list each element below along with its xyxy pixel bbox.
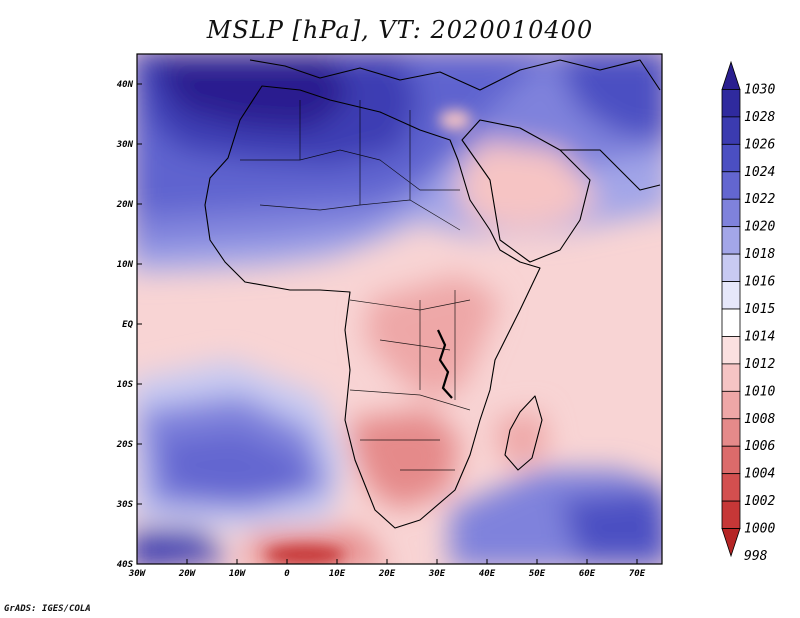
colorbar-swatch [721, 445, 741, 475]
colorbar-label: 1010 [744, 384, 775, 399]
border-3 [299, 100, 411, 205]
arabia-coastline [461, 119, 591, 263]
colorbar-label: 1008 [744, 412, 775, 427]
southwest-high [137, 530, 230, 564]
colorbar-bottom-arrow [721, 528, 741, 558]
colorbar-label: 1012 [744, 357, 775, 372]
y-tick-label: 30S [116, 500, 134, 510]
x-tick-label: 10W [229, 569, 247, 579]
indian-ocean-high-core [560, 490, 662, 560]
central-low [365, 275, 500, 400]
x-tick-label: 30E [428, 569, 446, 579]
madagascar-low [495, 410, 550, 470]
x-tick-label: 20W [178, 569, 197, 579]
y-tick-label: 10N [117, 260, 134, 270]
axes: 30W 20W 10W 0 10E 20E 30E 40E 50E 60E 70E 40N 30N 20N… [116, 80, 646, 579]
colorbar-label: 1014 [744, 329, 775, 344]
colorbar-swatch [721, 500, 741, 529]
map-title: MSLP [hPa], VT: 2020010400 [206, 16, 594, 44]
y-tick-label: 40S [117, 560, 134, 570]
colorbar-swatch [721, 89, 741, 118]
coastlines [204, 59, 661, 529]
colorbar-swatch [721, 116, 741, 145]
colorbar-label: 1020 [744, 220, 775, 235]
y-tick-label: 10S [117, 380, 134, 390]
x-tick-label: 0 [284, 569, 290, 579]
colorbar-label: 998 [744, 549, 768, 564]
y-tick-label: 20N [116, 200, 134, 210]
x-tick-label: 20E [378, 569, 396, 579]
y-tick-label: EQ [122, 320, 133, 330]
x-tick-label: 50E [529, 569, 546, 579]
colorbar-swatch [721, 281, 741, 310]
europe-coastline [249, 59, 661, 91]
colorbar-swatch [721, 418, 741, 447]
plot-frame [136, 53, 663, 565]
colorbar-swatch [721, 336, 741, 365]
border-6 [419, 290, 456, 400]
madagascar-coastline [504, 395, 543, 471]
southern-africa-low [350, 410, 460, 510]
colorbar-swatch [721, 226, 741, 255]
x-tick-label: 70E [629, 569, 646, 579]
colorbar-label: 1015 [744, 302, 775, 317]
colorbar-label: 1026 [744, 137, 775, 152]
colorbar-swatch [721, 473, 741, 502]
colorbar-label: 1018 [744, 247, 775, 262]
colorbar-swatch [721, 363, 741, 392]
colorbar-swatch [721, 308, 741, 337]
colorbar-swatch [721, 171, 741, 200]
x-tick-label: 10E [329, 569, 346, 579]
x-tick-label: 40E [479, 569, 496, 579]
colorbar-label: 1000 [744, 522, 775, 537]
colorbar-swatch [721, 390, 741, 420]
colorbar-swatch [721, 198, 741, 228]
border-5 [349, 389, 471, 471]
arabian-trough [455, 140, 600, 230]
colorbar-label: 1006 [744, 439, 775, 454]
country-borders [240, 100, 471, 471]
persian-gulf-coastline [560, 149, 661, 191]
colorbar-label: 1004 [744, 467, 775, 482]
colorbar-label: 1024 [744, 165, 775, 180]
deep-low-core [265, 545, 345, 564]
colorbar-top-arrow [721, 60, 741, 90]
y-tick-label: 30N [116, 140, 134, 150]
colorbar-label: 1028 [744, 110, 775, 125]
africa-coastline [204, 85, 541, 529]
x-tick-label: 60E [579, 569, 596, 579]
cyprus-low [439, 110, 471, 130]
south-atlantic-high-core [160, 430, 310, 500]
colorbar: 1030 1028 1026 1024 1022 1020 1018 1016 1015 1014… [721, 60, 775, 564]
colorbar-label: 1022 [744, 192, 775, 207]
y-tick-label: 40N [117, 80, 134, 90]
software-credit: GrADS: IGES/COLA [4, 604, 91, 614]
colorbar-label: 1030 [744, 82, 775, 97]
colorbar-swatch [721, 253, 741, 282]
colorbar-label: 1002 [744, 494, 775, 509]
x-tick-label: 30W [128, 569, 147, 579]
great-lakes [437, 329, 453, 399]
y-tick-label: 20S [116, 440, 134, 450]
pressure-field [137, 54, 662, 564]
colorbar-label: 1016 [744, 275, 775, 290]
colorbar-swatch [721, 143, 741, 173]
asia-high [560, 54, 662, 140]
